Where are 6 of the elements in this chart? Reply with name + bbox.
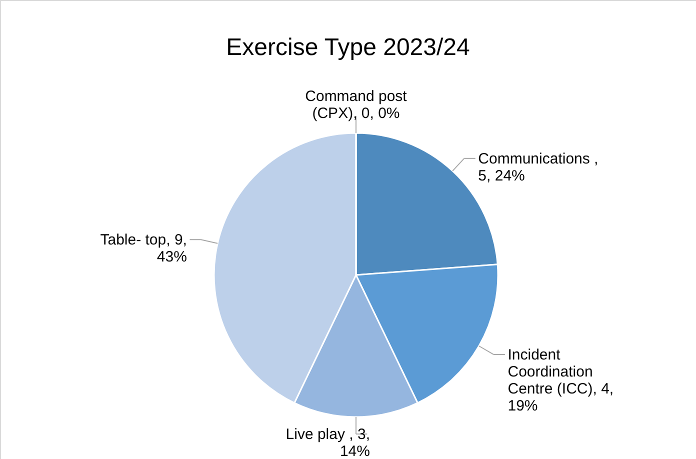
slice-label: Communications , 5, 24% [478, 150, 598, 184]
slice-label: Incident Coordination Centre (ICC), 4, 19% [508, 346, 614, 415]
slice-label: Table- top, 9, 43% [100, 232, 187, 266]
slice-label: Live play , 3, 14% [286, 426, 370, 459]
chart-title: Exercise Type 2023/24 [226, 34, 470, 61]
category-label: Command post (CPX), 0, 0% [305, 88, 407, 122]
